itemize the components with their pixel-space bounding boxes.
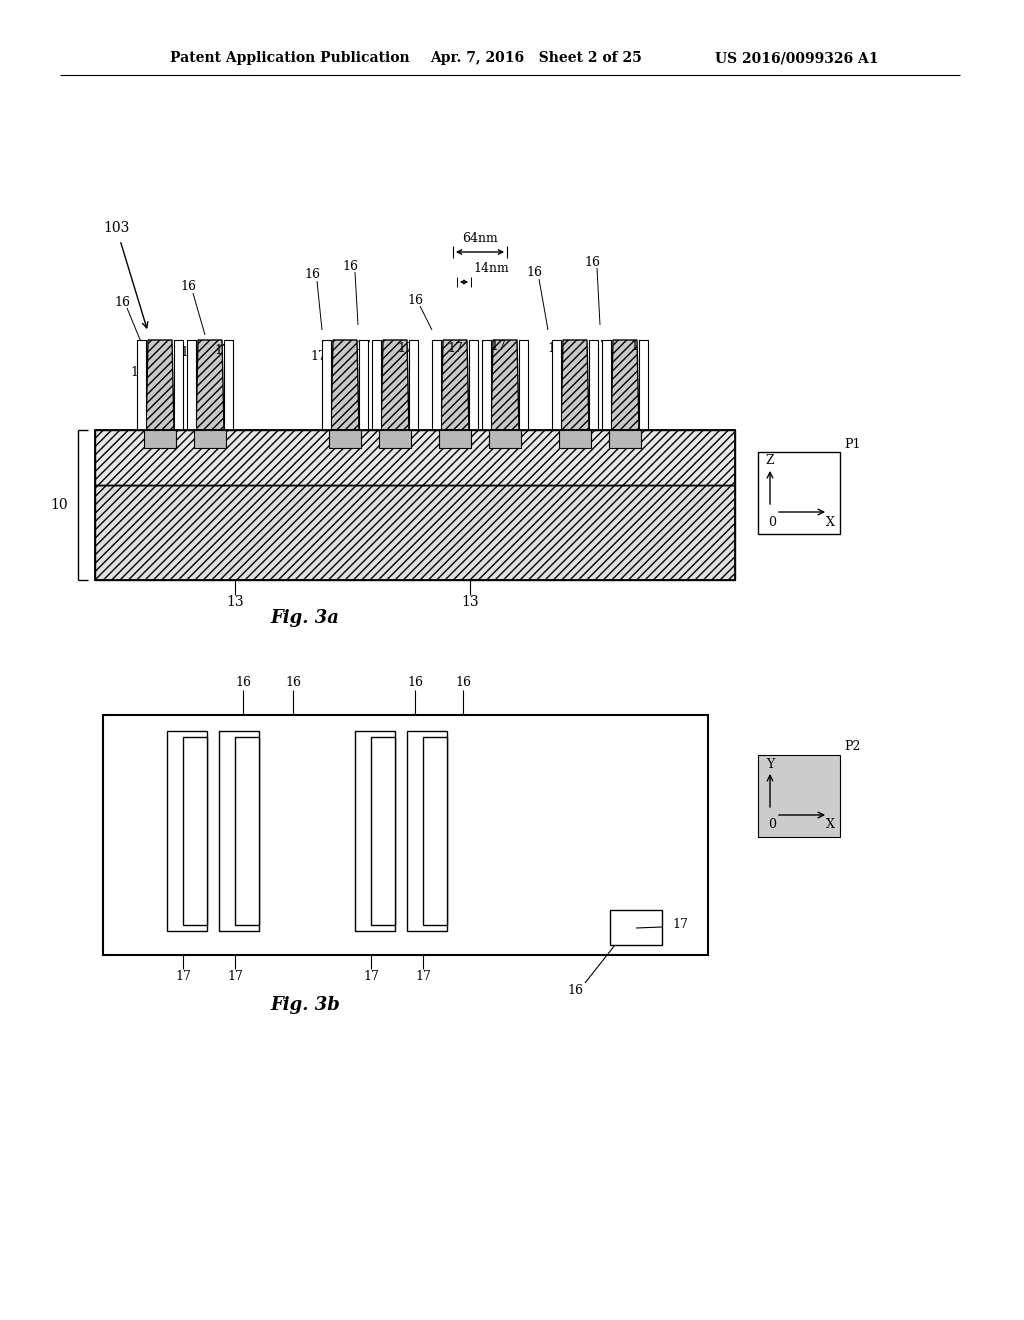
Text: 16: 16 — [180, 281, 196, 293]
Text: Y: Y — [766, 758, 774, 771]
Text: 17: 17 — [672, 919, 688, 932]
Text: 16: 16 — [114, 296, 130, 309]
Bar — [183, 737, 207, 925]
Bar — [95, 430, 735, 484]
Bar — [329, 430, 361, 447]
Polygon shape — [561, 341, 589, 430]
Text: 16: 16 — [285, 676, 301, 689]
Text: X: X — [825, 818, 835, 832]
Bar — [589, 341, 598, 430]
Text: P2: P2 — [844, 741, 860, 754]
Polygon shape — [196, 341, 224, 430]
Text: 17: 17 — [397, 342, 413, 355]
Bar — [379, 430, 411, 447]
Bar — [432, 341, 441, 430]
Text: 16: 16 — [455, 676, 471, 689]
Bar — [482, 341, 490, 430]
Bar — [224, 341, 233, 430]
Text: Z: Z — [766, 454, 774, 467]
Bar — [758, 451, 840, 535]
Bar — [423, 737, 447, 925]
Text: 10: 10 — [50, 498, 68, 512]
Text: 17: 17 — [630, 341, 646, 354]
Text: 17: 17 — [175, 970, 190, 983]
Text: 64nm: 64nm — [462, 232, 498, 246]
Bar — [194, 430, 226, 447]
Polygon shape — [490, 341, 519, 430]
Bar — [409, 341, 418, 430]
Text: 16: 16 — [304, 268, 319, 281]
Text: 17: 17 — [214, 343, 230, 356]
Bar — [187, 341, 196, 430]
Text: 16: 16 — [407, 293, 423, 306]
Bar — [609, 430, 641, 447]
Bar — [489, 430, 521, 447]
Polygon shape — [611, 341, 639, 430]
Bar — [552, 341, 561, 430]
Bar — [372, 341, 381, 430]
Polygon shape — [441, 341, 469, 430]
Text: 17: 17 — [592, 341, 608, 354]
Text: 16: 16 — [407, 676, 423, 689]
Bar — [234, 737, 259, 925]
Text: 16: 16 — [342, 260, 358, 272]
Bar — [95, 484, 735, 579]
Bar — [95, 430, 735, 579]
Text: 16: 16 — [584, 256, 600, 268]
Text: X: X — [825, 516, 835, 528]
Text: 13: 13 — [461, 595, 479, 609]
Text: Apr. 7, 2016   Sheet 2 of 25: Apr. 7, 2016 Sheet 2 of 25 — [430, 51, 642, 65]
Bar — [219, 731, 259, 931]
Bar — [469, 341, 478, 430]
Bar — [639, 341, 648, 430]
Text: US 2016/0099326 A1: US 2016/0099326 A1 — [715, 51, 879, 65]
Text: 16: 16 — [526, 267, 542, 280]
Text: 17: 17 — [490, 341, 506, 354]
Bar — [103, 715, 708, 954]
Bar — [439, 430, 471, 447]
Text: P1: P1 — [844, 437, 860, 450]
Bar — [519, 341, 528, 430]
Text: Patent Application Publication: Patent Application Publication — [170, 51, 410, 65]
Bar — [137, 341, 146, 430]
Text: 17: 17 — [130, 366, 146, 379]
Text: 14nm: 14nm — [473, 263, 509, 276]
Polygon shape — [331, 341, 359, 430]
Text: Fig. 3a: Fig. 3a — [270, 609, 339, 627]
Bar — [174, 341, 183, 430]
Bar — [371, 737, 395, 925]
Bar — [559, 430, 591, 447]
Text: 16: 16 — [567, 983, 583, 997]
Text: 17: 17 — [364, 970, 379, 983]
Polygon shape — [381, 341, 409, 430]
Bar — [758, 755, 840, 837]
Text: 0: 0 — [768, 818, 776, 832]
Bar — [167, 731, 207, 931]
Text: 103: 103 — [103, 220, 129, 235]
Text: 17: 17 — [547, 342, 563, 355]
Bar — [322, 341, 331, 430]
Text: 0: 0 — [768, 516, 776, 528]
Polygon shape — [146, 341, 174, 430]
Bar — [355, 731, 395, 931]
Bar — [144, 430, 176, 447]
Text: 16: 16 — [234, 676, 251, 689]
Text: 17: 17 — [227, 970, 243, 983]
Bar — [602, 341, 611, 430]
Text: 17: 17 — [180, 346, 196, 359]
Text: 17: 17 — [355, 341, 371, 354]
Bar — [359, 341, 368, 430]
Text: Fig. 3b: Fig. 3b — [270, 997, 340, 1014]
Text: 17: 17 — [310, 351, 326, 363]
Text: 13: 13 — [226, 595, 244, 609]
Bar — [407, 731, 447, 931]
Text: 17: 17 — [415, 970, 431, 983]
Bar — [610, 909, 662, 945]
Text: 17: 17 — [447, 342, 463, 355]
